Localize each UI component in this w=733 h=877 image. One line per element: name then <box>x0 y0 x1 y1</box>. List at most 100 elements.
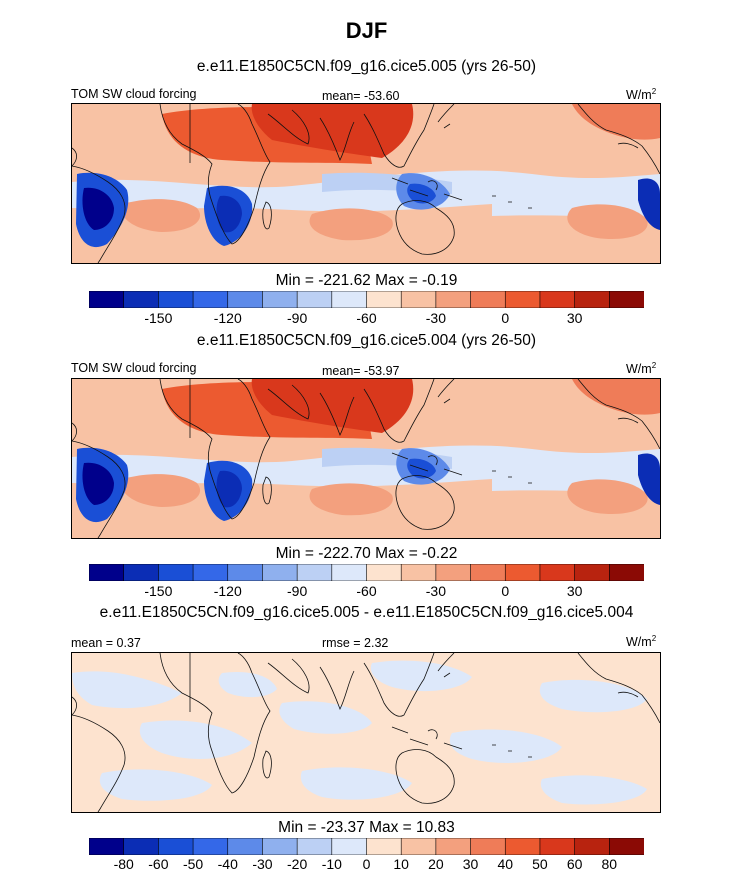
colorbar-tick-label: -90 <box>287 310 308 326</box>
east-pacific-deep <box>638 453 660 505</box>
japan-islands <box>437 653 455 678</box>
colorbar-tick-label: 40 <box>497 856 514 872</box>
colorbar-swatch <box>331 838 368 855</box>
pacific-islands <box>492 470 532 484</box>
arabia-coastline <box>267 384 310 420</box>
panel-1-unit: W/m2 <box>626 87 657 103</box>
asia-warm <box>251 104 414 158</box>
colorbar-swatch <box>609 838 644 855</box>
panel-3-mean-label: mean = 0.37 <box>71 636 141 650</box>
colorbar-swatch <box>609 564 644 581</box>
south-indian-warm <box>309 483 393 516</box>
panel-3-min-max: Min = -23.37 Max = 10.83 <box>278 819 455 836</box>
colorbar-tick-label: -30 <box>425 583 446 599</box>
colorbar-swatch <box>158 291 194 308</box>
colorbar-tick-label: 30 <box>566 310 583 326</box>
north-america-coastline <box>577 379 660 450</box>
panel-2-colorbar-ticks: -150 -120 -90 -60 -30 0 30 <box>89 583 644 601</box>
colorbar-swatch <box>400 291 437 308</box>
colorbar-swatch <box>470 564 506 581</box>
madagascar-coastline <box>262 476 272 505</box>
panel-1-title: e.e11.E1850C5CN.f09_g16.cice5.005 (yrs 2… <box>196 58 537 75</box>
colorbar-tick-label: -150 <box>144 310 173 326</box>
colorbar-swatch <box>123 564 159 581</box>
panel-1-variable-label: TOM SW cloud forcing <box>71 87 197 101</box>
central-america-coastline <box>72 696 77 716</box>
diff-cool-2 <box>139 720 252 759</box>
southeast-asia-coastline <box>363 104 435 168</box>
indonesia-islands <box>391 177 463 201</box>
panel-3-colorbar <box>89 838 644 855</box>
colorbar-tick-label: -40 <box>217 856 238 872</box>
colorbar-swatch <box>574 564 610 581</box>
colorbar-tick-label: 30 <box>566 583 583 599</box>
colorbar-swatch <box>123 838 159 855</box>
south-america-core <box>82 462 114 505</box>
colorbar-tick-label: -80 <box>113 856 134 872</box>
south-atlantic-warm <box>121 199 201 232</box>
north-america-coastline <box>577 104 660 175</box>
diff-cool-10 <box>218 671 277 698</box>
colorbar-swatch <box>123 291 159 308</box>
pacific-islands <box>492 744 532 758</box>
colorbar-swatch <box>192 564 229 581</box>
central-america-coastline <box>72 422 77 442</box>
colorbar-swatch <box>262 838 298 855</box>
colorbar-swatch <box>89 838 125 855</box>
panel-2-map <box>71 378 661 539</box>
south-pacific-warm <box>567 479 648 515</box>
arabia-coastline <box>267 658 310 694</box>
colorbar-tick-label: -50 <box>182 856 204 872</box>
colorbar-swatch <box>331 291 368 308</box>
colorbar-tick-label: 0 <box>362 856 371 872</box>
colorbar-swatch <box>574 291 610 308</box>
colorbar-swatch <box>262 291 298 308</box>
panel-3-title: e.e11.E1850C5CN.f09_g16.cice5.005 - e.e1… <box>99 604 634 621</box>
caribbean-coastline <box>617 142 639 149</box>
colorbar-swatch <box>89 291 125 308</box>
diff-cool-3 <box>279 701 372 734</box>
india-coastline <box>319 117 355 161</box>
colorbar-swatch <box>192 291 229 308</box>
colorbar-swatch <box>296 564 333 581</box>
colorbar-swatch <box>504 291 541 308</box>
colorbar-tick-label: -150 <box>144 583 173 599</box>
colorbar-swatch <box>158 564 194 581</box>
colorbar-swatch <box>227 564 264 581</box>
panel-2-min-max: Min = -222.70 Max = -0.22 <box>275 545 458 562</box>
colorbar-tick-label: 0 <box>501 583 510 599</box>
panel-3-rmse-label: rmse = 2.32 <box>322 636 389 650</box>
madagascar-coastline <box>262 750 272 779</box>
southeast-asia-coastline <box>363 653 435 717</box>
colorbar-swatch <box>366 291 402 308</box>
colorbar-swatch <box>331 564 368 581</box>
colorbar-swatch <box>227 291 264 308</box>
indonesia-islands <box>391 726 463 750</box>
southern-africa-core <box>216 195 242 233</box>
india-coastline <box>319 666 355 710</box>
colorbar-tick-label: -120 <box>213 310 242 326</box>
panel-1-min-max: Min = -221.62 Max = -0.19 <box>275 272 458 289</box>
panel-1-map <box>71 103 661 264</box>
australia-coastline <box>395 200 455 255</box>
colorbar-swatch <box>158 838 194 855</box>
diff-cool-8 <box>300 767 412 800</box>
diff-cool-4 <box>370 660 472 692</box>
panel-3-unit: W/m2 <box>626 634 657 650</box>
colorbar-swatch <box>539 838 576 855</box>
colorbar-tick-label: -60 <box>356 583 377 599</box>
colorbar-swatch <box>504 564 541 581</box>
australia-coastline <box>395 475 455 530</box>
madagascar-coastline <box>262 201 272 230</box>
colorbar-tick-label: -30 <box>425 310 446 326</box>
colorbar-tick-label: 30 <box>462 856 479 872</box>
colorbar-swatch <box>400 564 437 581</box>
southeast-asia-coastline <box>363 379 435 443</box>
north-pacific-warm <box>432 392 632 423</box>
colorbar-swatch <box>366 838 402 855</box>
panel-3-map <box>71 652 661 813</box>
colorbar-tick-label: -30 <box>252 856 273 872</box>
south-america-core <box>82 187 114 230</box>
southern-africa-core <box>216 470 242 508</box>
colorbar-swatch <box>435 291 472 308</box>
